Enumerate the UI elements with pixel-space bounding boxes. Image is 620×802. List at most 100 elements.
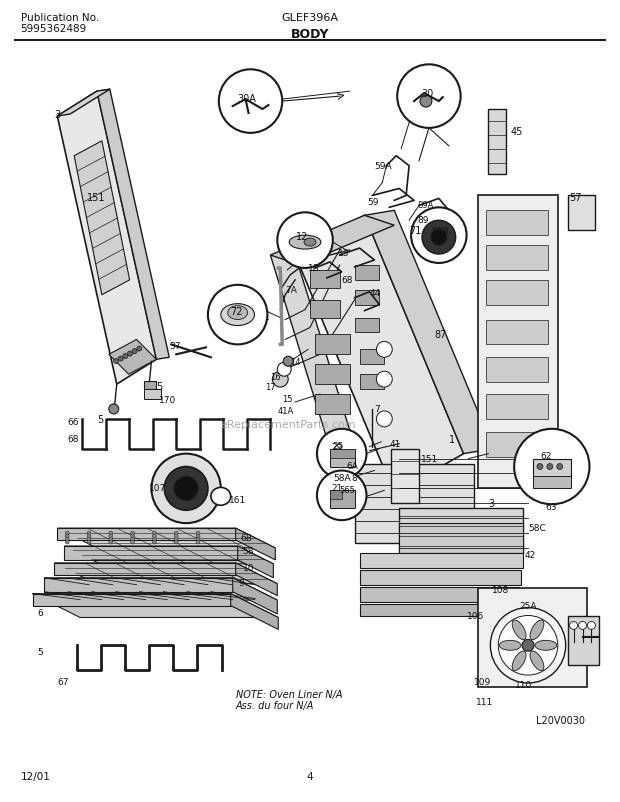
Text: 68: 68 [342,276,353,285]
Polygon shape [45,578,277,601]
Bar [330,491,342,500]
Bar [330,491,355,508]
Ellipse shape [304,239,316,247]
Text: 58A: 58A [333,474,350,483]
Circle shape [208,286,267,345]
Circle shape [109,541,113,545]
Text: 3: 3 [55,110,60,119]
Polygon shape [55,563,277,584]
Text: GLEF396A: GLEF396A [281,13,339,22]
Text: 57: 57 [570,193,582,203]
Text: 13: 13 [338,249,349,257]
Text: 18: 18 [308,264,319,273]
Polygon shape [57,92,156,385]
Bar [360,570,521,585]
Text: 14: 14 [290,358,301,367]
Circle shape [87,537,91,541]
Circle shape [537,464,543,470]
Bar [315,365,350,385]
Polygon shape [45,578,232,592]
Bar [330,449,355,467]
Circle shape [109,537,113,541]
Circle shape [118,357,123,362]
Text: 30A: 30A [237,94,257,104]
Circle shape [132,349,137,354]
Circle shape [123,354,128,359]
Circle shape [557,464,563,470]
Circle shape [153,532,156,536]
Circle shape [397,65,461,129]
Bar [487,395,548,419]
Bar [144,382,156,390]
Text: 3: 3 [489,499,495,508]
Text: 21: 21 [332,484,343,492]
Text: 58: 58 [242,546,254,555]
Polygon shape [365,211,494,454]
Bar [310,300,340,318]
Circle shape [151,454,221,524]
Text: 565: 565 [340,486,356,495]
Text: 106: 106 [467,611,484,620]
Bar [310,270,340,289]
Bar [315,395,350,415]
Polygon shape [236,563,277,596]
Text: NOTE: Oven Liner N/A: NOTE: Oven Liner N/A [236,689,342,699]
Text: 37: 37 [169,342,181,351]
Circle shape [196,534,200,538]
Circle shape [65,541,69,545]
Bar [360,587,519,602]
Bar [487,320,548,345]
Text: 25A: 25A [519,601,536,610]
Text: 1: 1 [449,434,455,444]
Text: 6B: 6B [241,533,252,542]
Bar [360,350,384,365]
Circle shape [196,532,200,536]
Ellipse shape [228,306,247,320]
Polygon shape [57,529,236,541]
Text: 16: 16 [270,373,281,382]
Circle shape [137,346,142,351]
Polygon shape [237,546,273,578]
Text: 9: 9 [239,578,244,587]
Polygon shape [97,90,169,360]
Circle shape [153,534,156,538]
Text: 59B: 59B [431,227,448,236]
Text: 66: 66 [67,417,79,427]
Circle shape [131,541,135,545]
Circle shape [109,534,113,538]
Circle shape [317,471,366,520]
Bar [391,449,419,504]
Text: 108: 108 [492,585,510,594]
Text: 151: 151 [87,193,105,203]
Text: 45: 45 [510,127,523,137]
Circle shape [317,429,366,479]
Text: 6A: 6A [347,461,358,470]
Text: 5: 5 [97,415,103,424]
Bar [355,318,379,333]
Circle shape [109,404,118,415]
Bar [487,245,548,270]
Circle shape [522,639,534,651]
Circle shape [376,411,392,427]
Polygon shape [55,563,236,575]
Circle shape [174,537,178,541]
Circle shape [113,359,118,364]
Text: 6: 6 [37,608,43,617]
Polygon shape [57,90,110,117]
Ellipse shape [512,651,526,670]
Circle shape [490,608,565,683]
Bar [487,432,548,457]
Ellipse shape [221,304,254,326]
Circle shape [277,363,291,377]
Polygon shape [32,594,231,606]
Text: 68: 68 [67,434,79,444]
Bar [487,358,548,383]
Circle shape [219,71,282,134]
Text: 161: 161 [229,496,246,504]
Text: 89: 89 [417,216,428,225]
Circle shape [514,429,590,504]
Bar [355,464,474,543]
Circle shape [131,537,135,541]
Circle shape [131,532,135,536]
Text: 30: 30 [421,89,433,99]
